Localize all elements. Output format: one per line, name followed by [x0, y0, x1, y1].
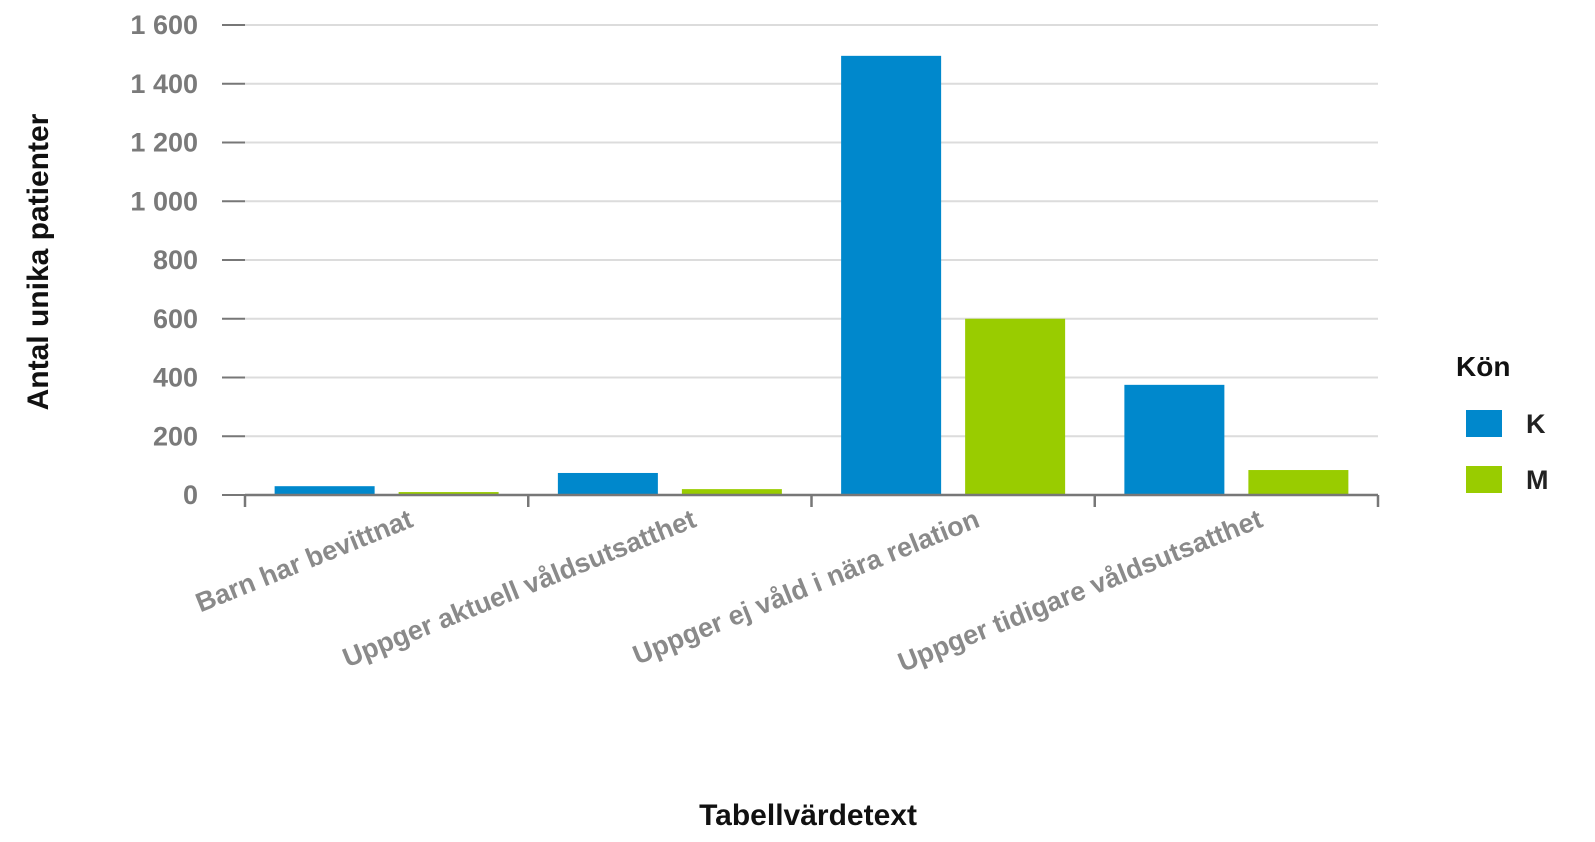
y-axis-title: Antal unika patienter [22, 113, 55, 410]
y-tick-label: 1 000 [130, 186, 198, 216]
bar-m-1 [681, 489, 782, 495]
y-tick-label: 800 [153, 245, 198, 275]
y-axis: 0 200 400 600 800 1 000 1 200 1 400 1 600 [130, 10, 245, 510]
legend: Kön KM [1456, 351, 1549, 495]
gridlines [245, 24, 1378, 438]
y-tick-label: 1 400 [130, 69, 198, 99]
y-tick-label: 1 200 [130, 128, 198, 158]
legend-title: Kön [1456, 351, 1510, 382]
x-category-label: Barn har bevittnat [191, 504, 416, 618]
y-tick-label: 0 [183, 480, 198, 510]
legend-label-k: K [1526, 409, 1546, 439]
bar-m-0 [398, 492, 499, 495]
legend-label-m: M [1526, 465, 1549, 495]
bars [274, 55, 1349, 495]
bar-k-3 [1124, 384, 1225, 495]
y-tick-label: 1 600 [130, 10, 198, 40]
y-tick-label: 400 [153, 363, 198, 393]
bar-k-0 [274, 486, 375, 495]
legend-swatch-m [1466, 466, 1502, 493]
legend-swatch-k [1466, 410, 1502, 437]
y-tick-label: 200 [153, 421, 198, 451]
bar-m-3 [1248, 470, 1349, 495]
bar-m-2 [965, 318, 1066, 495]
x-axis-title: Tabellvärdetext [699, 799, 917, 832]
y-tick-label: 600 [153, 304, 198, 334]
bar-k-2 [841, 55, 942, 495]
bar-k-1 [557, 472, 658, 495]
